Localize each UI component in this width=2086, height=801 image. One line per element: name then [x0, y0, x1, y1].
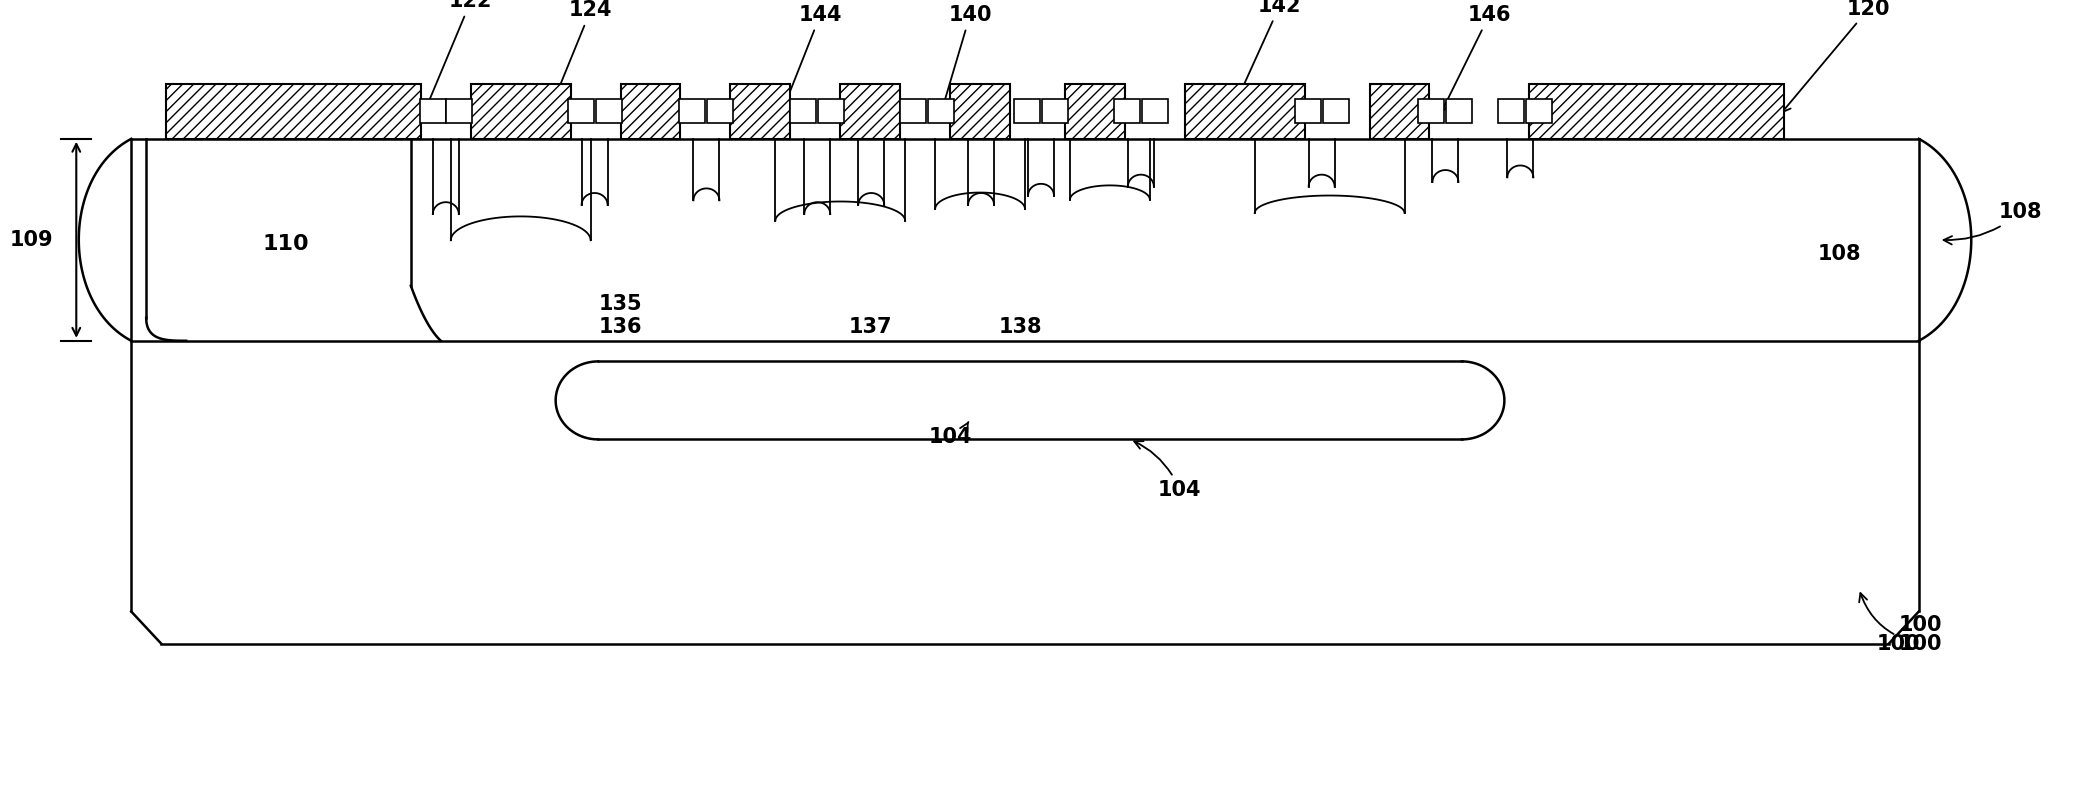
Text: 120: 120 [1781, 0, 1890, 112]
Text: 100: 100 [1859, 593, 1942, 654]
Bar [167, 84, 421, 139]
Bar [949, 84, 1010, 139]
Bar [1529, 84, 1784, 139]
Bar [1418, 99, 1444, 123]
Text: 135: 135 [599, 294, 642, 314]
Bar [791, 99, 816, 123]
Bar [1295, 99, 1320, 123]
Bar [1185, 84, 1304, 139]
Bar [1066, 84, 1124, 139]
Bar [1446, 99, 1473, 123]
Bar [471, 84, 572, 139]
Text: 110: 110 [263, 235, 309, 255]
Text: 124: 124 [547, 0, 613, 116]
Bar [730, 84, 791, 139]
Text: 140: 140 [941, 5, 991, 111]
Text: 142: 142 [1231, 0, 1302, 111]
Bar [1043, 99, 1068, 123]
Text: 108: 108 [1817, 244, 1861, 264]
Text: 136: 136 [599, 317, 642, 337]
Bar [597, 99, 622, 123]
Text: 146: 146 [1441, 5, 1510, 111]
Bar [620, 84, 680, 139]
Text: 137: 137 [849, 317, 893, 337]
Text: 138: 138 [999, 317, 1041, 337]
Bar [1114, 99, 1139, 123]
Text: 109: 109 [10, 230, 52, 250]
Bar [928, 99, 953, 123]
Text: 100: 100 [1877, 634, 1921, 654]
Bar [446, 99, 471, 123]
Bar [818, 99, 845, 123]
Text: 122: 122 [421, 0, 492, 116]
Bar [901, 99, 926, 123]
Text: 100: 100 [1898, 615, 1942, 635]
Bar [1527, 99, 1552, 123]
Bar [707, 99, 734, 123]
Text: 104: 104 [1135, 441, 1202, 500]
Text: 104: 104 [928, 422, 972, 447]
Bar [419, 99, 446, 123]
Bar [680, 99, 705, 123]
Bar [1141, 99, 1168, 123]
Text: 144: 144 [782, 5, 843, 111]
Bar [1498, 99, 1525, 123]
Text: 108: 108 [1944, 203, 2042, 244]
Bar [1371, 84, 1429, 139]
Bar [841, 84, 901, 139]
Bar [1323, 99, 1348, 123]
Bar [567, 99, 595, 123]
Bar [1014, 99, 1041, 123]
